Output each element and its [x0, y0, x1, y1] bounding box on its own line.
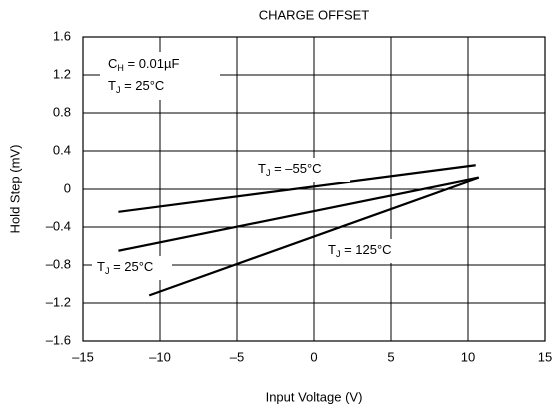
- annotation-box: [92, 256, 174, 280]
- x-tick-label: 0: [310, 349, 317, 364]
- y-tick-label: –1.6: [46, 332, 71, 347]
- x-tick-label: –15: [72, 349, 94, 364]
- annotation: CH = 0.01µF: [108, 56, 179, 73]
- annotation-text: T: [258, 161, 266, 176]
- annotation-subscript: H: [117, 63, 124, 73]
- annotation-subscript: J: [336, 249, 341, 259]
- y-tick-label: –0.8: [46, 256, 71, 271]
- annotation-subscript: J: [105, 266, 110, 276]
- series-line: [118, 176, 479, 252]
- x-tick-label: 5: [387, 349, 394, 364]
- annotation: TJ = 125°C: [328, 242, 392, 259]
- x-tick-label: –5: [230, 349, 244, 364]
- y-tick-label: 1.2: [53, 66, 71, 81]
- series-line: [118, 164, 476, 213]
- x-tick-label: 15: [538, 349, 552, 364]
- series-line: [148, 176, 480, 297]
- annotation-text: T: [97, 259, 105, 274]
- annotation-box: [250, 158, 350, 182]
- annotation-text: C: [108, 56, 117, 71]
- y-tick-label: 0.8: [53, 104, 71, 119]
- annotation-text: T: [108, 78, 116, 93]
- annotation: TJ = 25°C: [108, 78, 164, 95]
- y-tick-label: 0: [64, 180, 71, 195]
- annotation-text: = 125°C: [340, 242, 391, 257]
- y-tick-label: –1.2: [46, 294, 71, 309]
- y-tick-label: 1.6: [53, 28, 71, 43]
- y-tick-label: –0.4: [46, 218, 71, 233]
- y-tick-label: 0.4: [53, 142, 71, 157]
- annotation-text: = 25°C: [109, 259, 153, 274]
- annotation: TJ = –55°C: [258, 161, 322, 178]
- annotation-text: = 0.01µF: [124, 56, 180, 71]
- chart-title: CHARGE OFFSET: [259, 7, 370, 22]
- annotation-box: [320, 239, 416, 263]
- annotation-text: = 25°C: [120, 78, 164, 93]
- annotation: TJ = 25°C: [97, 259, 153, 276]
- annotation-text: = –55°C: [270, 161, 321, 176]
- plot-frame: [82, 36, 546, 342]
- annotation-box: [100, 52, 220, 100]
- x-tick-label: 10: [461, 349, 475, 364]
- y-axis-label: Hold Step (mV): [7, 145, 22, 234]
- annotation-subscript: J: [116, 85, 121, 95]
- annotation-subscript: J: [266, 168, 271, 178]
- x-axis-label: Input Voltage (V): [266, 389, 363, 404]
- annotation-text: T: [328, 242, 336, 257]
- x-tick-label: –10: [149, 349, 171, 364]
